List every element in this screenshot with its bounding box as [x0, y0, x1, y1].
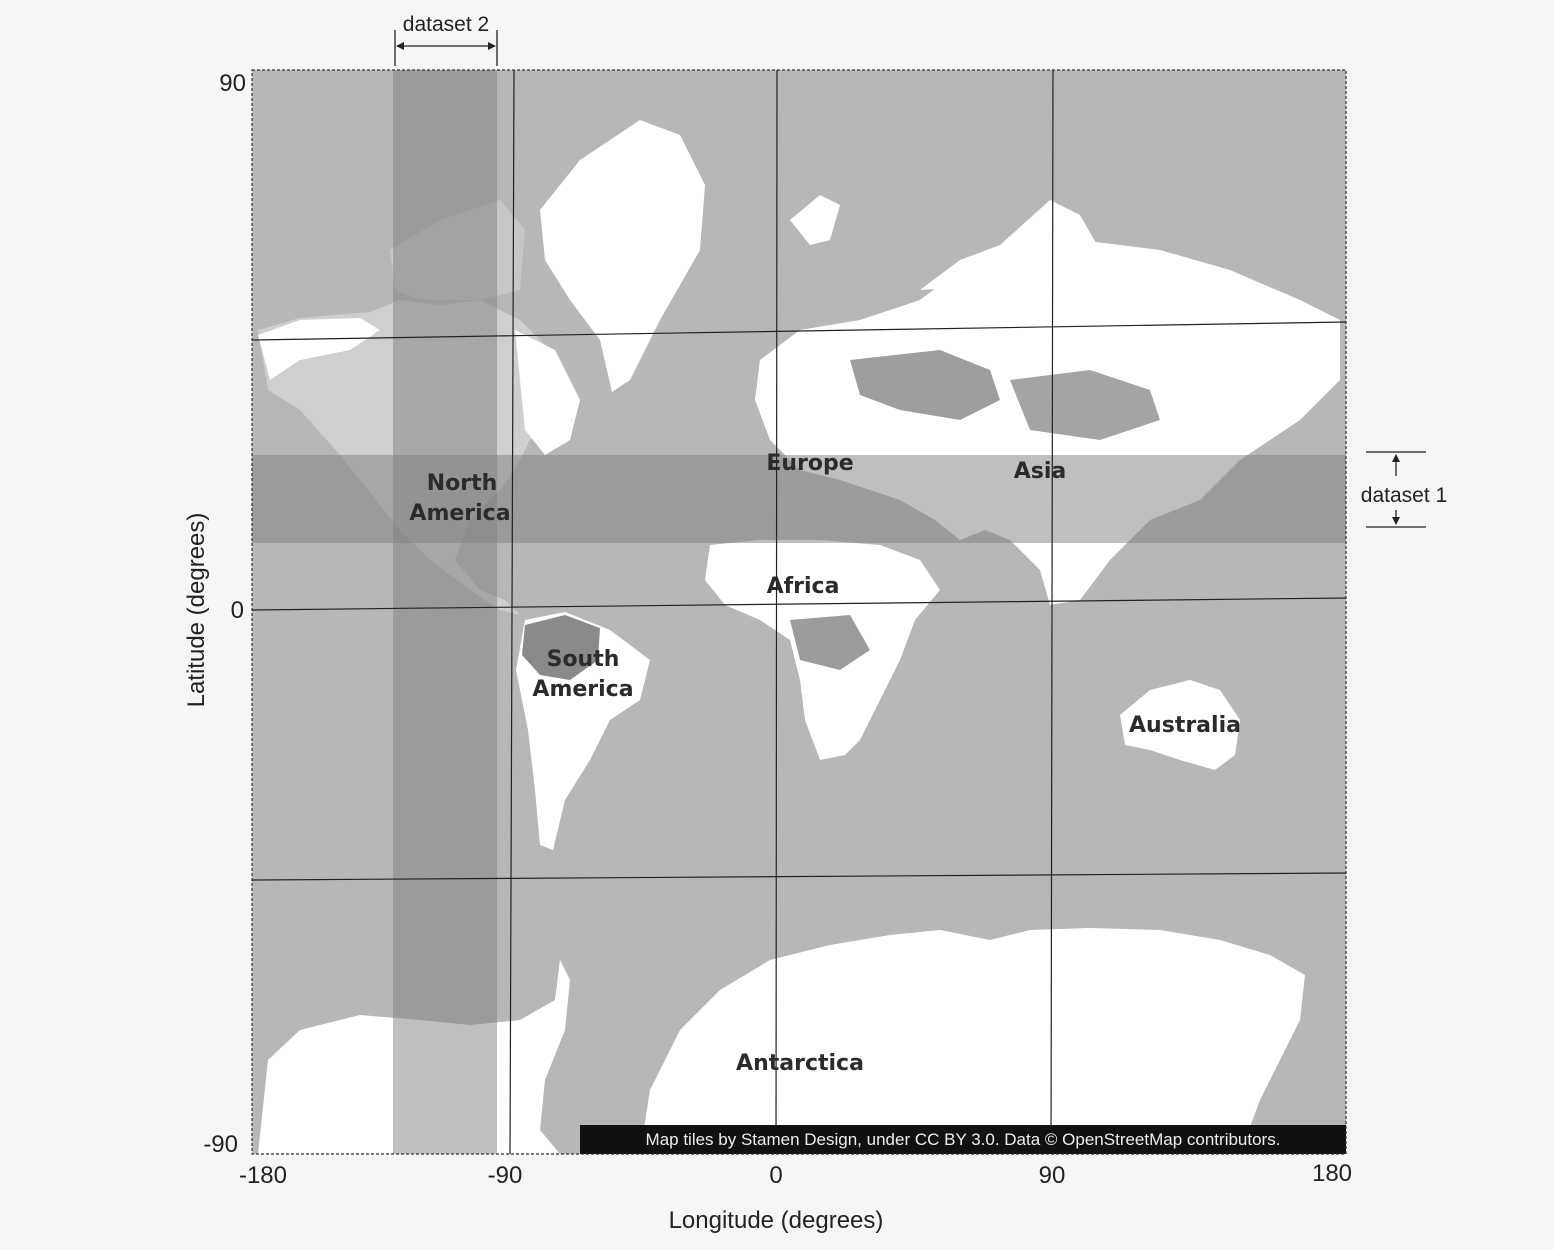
- lat-tick-minus90: -90: [203, 1131, 238, 1158]
- dataset-2-label: dataset 2: [403, 13, 489, 36]
- map-frame: [251, 69, 1347, 1155]
- lon-tick-90: 90: [1039, 1162, 1066, 1189]
- antarctica-label: Antarctica: [736, 1051, 864, 1076]
- siberia-landmass: [920, 200, 1100, 290]
- dataset-1-label: dataset 1: [1361, 484, 1447, 507]
- attribution-text: Map tiles by Stamen Design, under CC BY …: [646, 1130, 1281, 1149]
- africa-label: Africa: [767, 574, 840, 599]
- central-africa-grey: [790, 615, 870, 670]
- grid-line-lon-0: [775, 70, 778, 1154]
- asia-grey-interior: [1010, 370, 1160, 440]
- grid-line-lon-minus90: [509, 70, 515, 1154]
- amazon-dark-area: [522, 615, 600, 680]
- lon-tick-180: 180: [1312, 1160, 1352, 1187]
- scandinavia-landmass: [790, 195, 840, 245]
- attribution-box: [580, 1125, 1346, 1154]
- north-america-white-coast: [258, 318, 380, 380]
- grid-line-lat-low: [252, 872, 1346, 881]
- south-america-label-line1: South: [547, 647, 620, 672]
- lon-tick-minus180: -180: [239, 1162, 287, 1189]
- antarctica-landmass: [640, 928, 1305, 1154]
- grid-line-lat-high: [252, 321, 1346, 341]
- grid-line-lon-90: [1050, 70, 1054, 1154]
- greenland-landmass: [540, 120, 705, 392]
- asia-label: Asia: [1014, 459, 1067, 484]
- dataset-1-top-arrowhead: [1392, 454, 1400, 462]
- lat-tick-0: 0: [231, 597, 244, 624]
- south-america-label-line2: America: [532, 677, 633, 702]
- australia-landmass: [1120, 680, 1240, 770]
- australia-label: Australia: [1129, 713, 1241, 738]
- eurasia-grey-interior: [850, 350, 1000, 420]
- grid-line-lat-0: [252, 597, 1346, 611]
- dataset-2-right-arrowhead: [488, 42, 496, 50]
- y-axis-label: Latitude (degrees): [183, 513, 210, 708]
- grid-lines: [252, 70, 1346, 1154]
- lon-tick-minus90: -90: [488, 1162, 523, 1189]
- dataset-1-bottom-arrowhead: [1392, 517, 1400, 525]
- dataset-1-annotation: [1366, 451, 1426, 528]
- europe-label: Europe: [766, 451, 853, 476]
- x-axis-label: Longitude (degrees): [669, 1207, 884, 1234]
- map-area: North America South America Europe Asia …: [252, 70, 1346, 1154]
- north-america-label-line2: America: [409, 501, 510, 526]
- lon-tick-0: 0: [769, 1162, 782, 1189]
- dataset-2-left-arrowhead: [396, 42, 404, 50]
- dataset-2-band: [393, 70, 497, 1154]
- dataset-2-annotation: [394, 30, 498, 66]
- hudson-area-white: [515, 330, 580, 455]
- north-america-label-line1: North: [427, 471, 498, 496]
- lat-tick-90: 90: [219, 70, 246, 97]
